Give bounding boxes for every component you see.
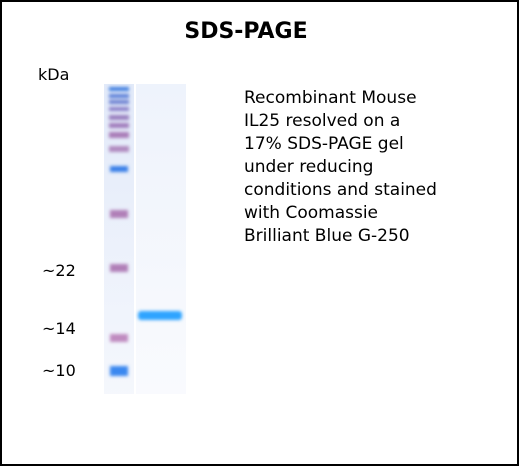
marker-label: ~10 <box>42 361 76 380</box>
marker-label: ~14 <box>42 319 76 338</box>
ladder-band <box>110 210 128 218</box>
caption: Recombinant Mouse IL25 resolved on a 17%… <box>244 88 437 246</box>
caption-line: Brilliant Blue G-250 <box>244 226 410 246</box>
caption-line: conditions and stained <box>244 180 437 200</box>
ladder-band <box>109 107 129 111</box>
caption-line: with Coomassie <box>244 203 378 223</box>
ladder-band <box>110 366 128 376</box>
ladder-band <box>110 264 128 272</box>
ladder-band <box>110 334 128 342</box>
title: SDS-PAGE <box>184 19 307 44</box>
caption-line: under reducing <box>244 157 373 177</box>
caption-line: Recombinant Mouse <box>244 88 417 108</box>
ladder-band <box>110 166 128 172</box>
ladder-bands <box>109 87 129 376</box>
caption-line: IL25 resolved on a <box>244 111 400 131</box>
ladder-lane <box>104 84 134 394</box>
ladder-band <box>109 115 129 120</box>
ladder-band <box>109 123 129 128</box>
ladder-band <box>109 87 129 91</box>
ladder-band <box>109 100 129 104</box>
gel <box>104 84 186 394</box>
sample-band <box>138 311 182 320</box>
marker-label: ~22 <box>42 261 76 280</box>
ladder-band <box>109 132 129 138</box>
caption-line: 17% SDS-PAGE gel <box>244 134 404 154</box>
ladder-band <box>109 94 129 98</box>
ladder-band <box>109 146 129 152</box>
sample-lane <box>136 84 186 394</box>
unit-label: kDa <box>38 65 69 84</box>
